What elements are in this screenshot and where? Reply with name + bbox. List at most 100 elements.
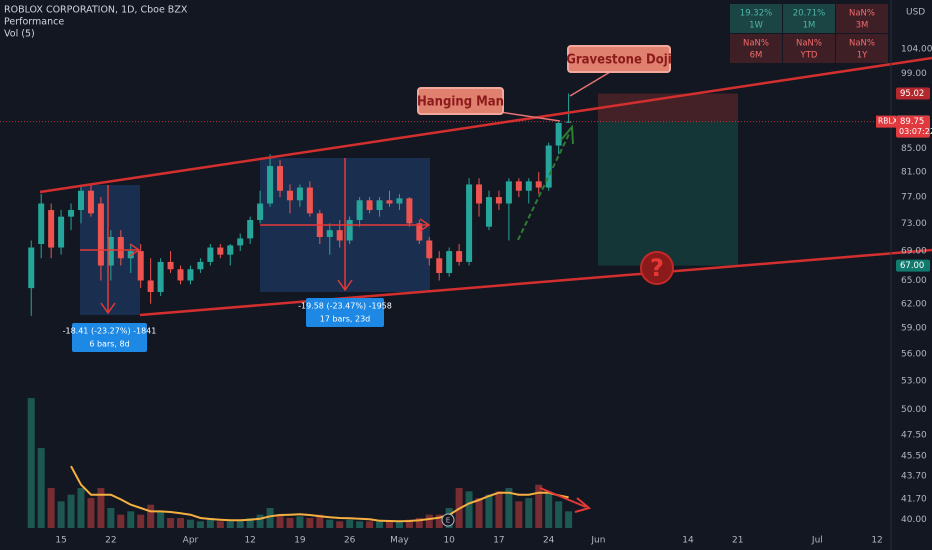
x-tick-label: 26: [344, 536, 356, 546]
performance-cell: [783, 34, 835, 63]
arrow-head: [100, 302, 116, 315]
volume-bar: [286, 518, 294, 528]
measure-text: -19.58 (-23.47%) -1958: [298, 302, 392, 311]
volume-bar: [186, 519, 194, 528]
x-tick-label: 10: [443, 536, 455, 546]
candle-body: [476, 184, 483, 204]
volume-bar: [395, 521, 403, 528]
y-tick-label: 47.50: [901, 430, 927, 440]
candle-body: [555, 123, 562, 146]
candle-body: [58, 216, 65, 248]
candle-body: [257, 203, 264, 220]
volume-bar: [256, 514, 264, 528]
callout-text: Hanging Man: [417, 95, 504, 110]
volume-bar: [47, 488, 55, 528]
volume-bar: [276, 514, 284, 528]
volume-bar: [177, 518, 185, 528]
x-tick-label: 24: [543, 536, 555, 546]
price-badge: [896, 259, 930, 272]
volume-bar: [97, 488, 105, 528]
position-stop-zone: [598, 121, 738, 266]
candle-body: [286, 190, 293, 201]
volume-bar: [137, 514, 145, 528]
y-tick-label: 73.00: [901, 219, 927, 229]
volume-bar: [107, 508, 115, 528]
performance-period: 1Y: [857, 51, 868, 61]
volume-bar: [405, 519, 413, 528]
channel-lower: [139, 248, 932, 317]
volume-bar: [346, 519, 354, 528]
volume-bar: [326, 519, 334, 528]
trend-arrow: [517, 131, 571, 241]
earnings-marker: [441, 513, 455, 527]
volume-bar: [495, 491, 503, 528]
symbol-badge: [876, 115, 896, 128]
candle-body: [326, 230, 333, 238]
volume-bar: [87, 498, 95, 528]
candle-body: [356, 200, 363, 220]
symbol-badge-text: RBLX: [878, 117, 898, 126]
x-tick-label: 21: [732, 536, 743, 546]
volume-bar: [246, 518, 254, 528]
performance-period: 6M: [750, 51, 763, 61]
candle-body: [187, 269, 194, 281]
candle-body: [436, 258, 443, 273]
candle-body: [565, 121, 572, 123]
x-tick-label: 22: [105, 536, 116, 546]
performance-value: NaN%: [796, 39, 822, 49]
price-badge-text: 67.00: [900, 261, 924, 271]
symbol-title: ROBLOX CORPORATION, 1D, Cboe BZX: [4, 5, 188, 16]
arrow-head: [574, 497, 592, 513]
candle-body: [296, 187, 303, 201]
y-tick-label: 81.00: [901, 168, 927, 178]
candle-body: [396, 198, 403, 204]
volume-bar: [266, 508, 274, 528]
y-tick-label: 77.00: [901, 193, 927, 203]
candle-body: [28, 247, 35, 289]
price-badge-text: 95.02: [900, 89, 924, 99]
performance-cell: [730, 34, 782, 63]
x-tick-label: 19: [294, 536, 306, 546]
candle-body: [68, 210, 75, 217]
y-tick-label: 53.00: [901, 376, 927, 386]
volume-bar: [167, 518, 175, 528]
candle-body: [117, 237, 124, 259]
y-tick-label: 59.00: [901, 324, 927, 334]
candle-body: [147, 280, 154, 292]
x-tick-label: 17: [493, 536, 504, 546]
candle-body: [515, 181, 522, 191]
candle-body: [277, 166, 284, 191]
candle-body: [446, 251, 453, 273]
y-tick-label: 45.50: [901, 452, 927, 462]
measure-label: [72, 323, 147, 352]
candle-body: [107, 237, 114, 266]
volume-bar: [565, 511, 573, 528]
measure-text: 6 bars, 8d: [89, 340, 129, 349]
performance-cell: [730, 4, 782, 33]
volume-bar: [306, 518, 314, 528]
y-tick-label: 99.00: [901, 69, 927, 79]
candle-body: [306, 187, 313, 214]
candle-body: [416, 223, 423, 241]
measure-text: 17 bars, 23d: [320, 315, 371, 324]
y-tick-label: 65.00: [901, 276, 927, 286]
volume-bar: [127, 511, 135, 528]
volume-ma-line: [70, 465, 569, 523]
currency: USD: [906, 8, 925, 18]
volume-bar: [435, 514, 443, 528]
performance-cell: [836, 4, 888, 33]
volume-bar: [465, 491, 473, 528]
x-tick-label: 12: [871, 536, 882, 546]
channel-upper: [39, 56, 932, 194]
measure-label: [306, 298, 384, 327]
volume-bar: [356, 521, 364, 528]
candle-body: [505, 181, 512, 204]
volume-bar: [535, 484, 543, 528]
marks-layer: [28, 93, 572, 316]
candle-body: [386, 200, 393, 204]
countdown-text: 03:07:22: [899, 127, 932, 136]
volume-bar: [77, 488, 85, 528]
candle-body: [525, 181, 532, 191]
